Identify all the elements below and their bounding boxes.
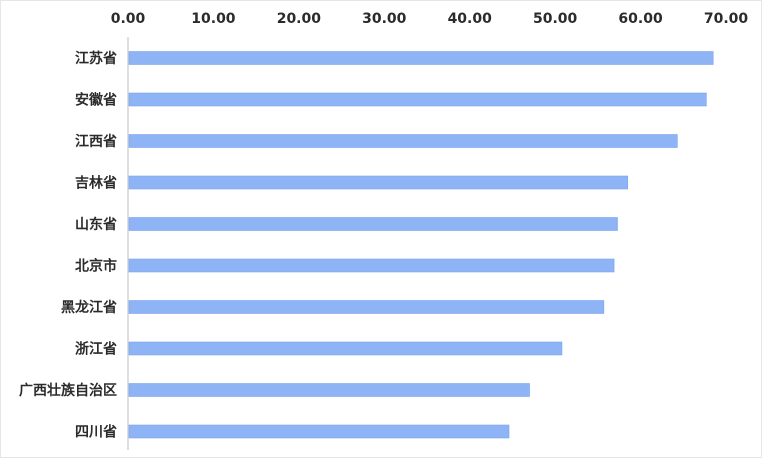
category-label: 广西壮族自治区 <box>19 382 117 399</box>
bar <box>128 383 530 397</box>
bar <box>128 424 510 439</box>
x-tick-label: 50.00 <box>533 11 578 27</box>
bar <box>128 92 707 107</box>
bar <box>128 51 714 65</box>
bars <box>128 51 714 439</box>
category-label: 北京市 <box>75 258 117 275</box>
bar <box>128 341 563 356</box>
bar <box>128 258 615 273</box>
x-tick-label: 70.00 <box>704 11 749 27</box>
category-label: 山东省 <box>75 216 117 233</box>
x-tick-label: 20.00 <box>277 11 322 27</box>
bar <box>128 134 678 148</box>
x-axis: 0.00 10.00 20.00 30.00 40.00 50.00 60.00 70.00 <box>111 11 749 27</box>
category-label: 浙江省 <box>75 341 117 358</box>
category-label: 江苏省 <box>75 50 117 67</box>
category-label: 安徽省 <box>75 92 117 109</box>
category-label: 黑龙江省 <box>61 299 117 316</box>
category-label: 江西省 <box>75 133 117 150</box>
x-tick-label: 30.00 <box>362 11 407 27</box>
category-label: 吉林省 <box>75 175 117 192</box>
x-tick-label: 40.00 <box>448 11 493 27</box>
bar <box>128 300 605 314</box>
x-tick-label: 10.00 <box>191 11 236 27</box>
x-tick-label: 0.00 <box>111 11 146 27</box>
x-tick-label: 60.00 <box>618 11 663 27</box>
category-label: 四川省 <box>75 424 117 441</box>
bar <box>128 217 618 231</box>
bar <box>128 175 629 190</box>
